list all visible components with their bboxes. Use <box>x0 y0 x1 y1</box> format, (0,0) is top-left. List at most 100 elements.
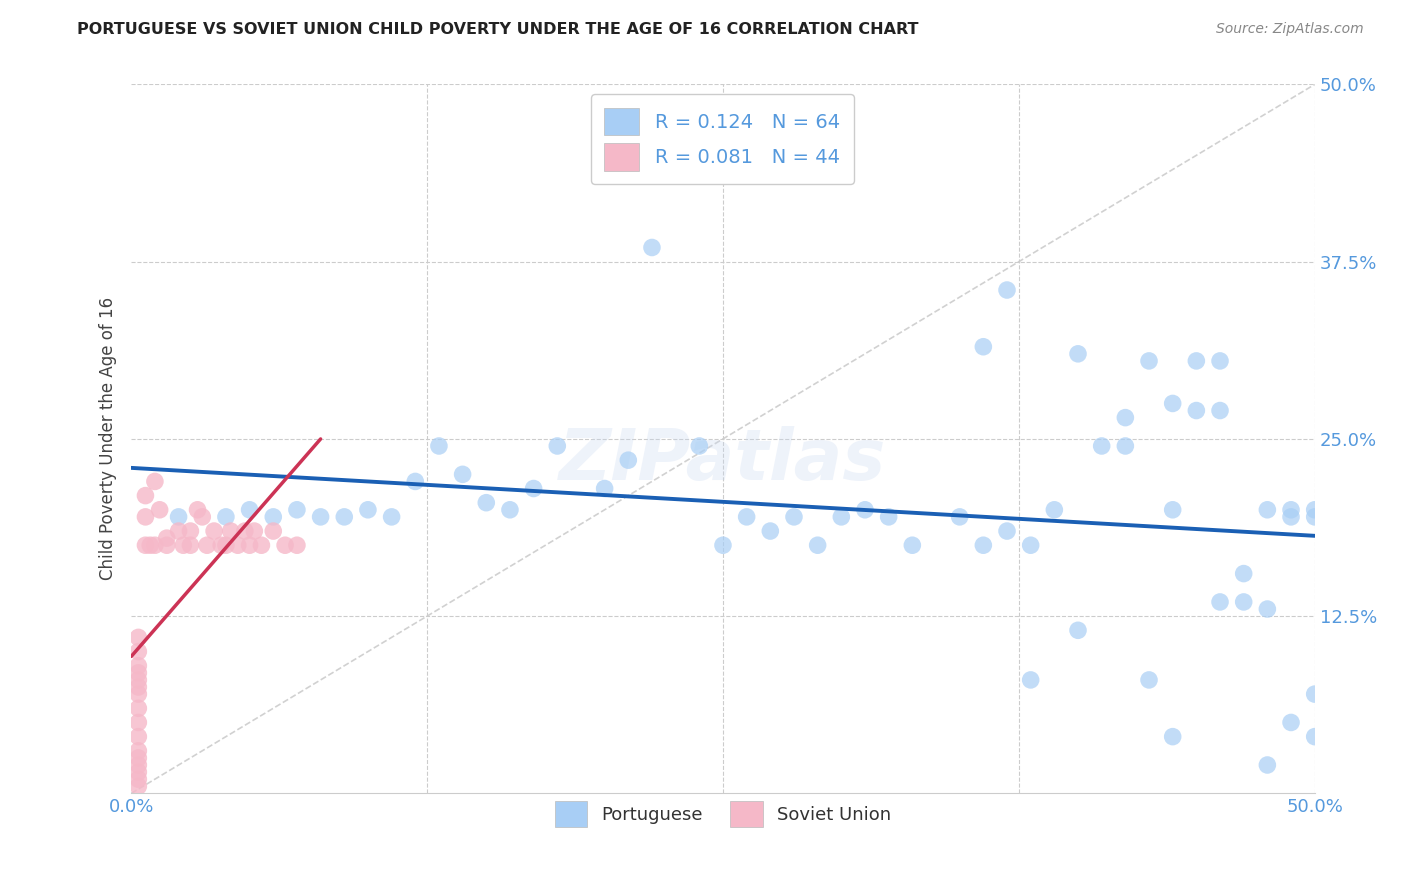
Point <box>1185 354 1208 368</box>
Point <box>1185 403 1208 417</box>
Point <box>127 701 149 715</box>
Point <box>156 538 179 552</box>
Point <box>1303 503 1326 517</box>
Point <box>127 631 149 645</box>
Point <box>1279 509 1302 524</box>
Point <box>1303 687 1326 701</box>
Point <box>127 751 149 765</box>
Point <box>688 439 710 453</box>
Point <box>127 758 149 772</box>
Point <box>172 538 194 552</box>
Point <box>427 439 450 453</box>
Point <box>186 503 208 517</box>
Point <box>1019 673 1042 687</box>
Point <box>1279 715 1302 730</box>
Text: PORTUGUESE VS SOVIET UNION CHILD POVERTY UNDER THE AGE OF 16 CORRELATION CHART: PORTUGUESE VS SOVIET UNION CHILD POVERTY… <box>77 22 920 37</box>
Point <box>226 538 249 552</box>
Point <box>853 503 876 517</box>
Point <box>127 765 149 780</box>
Point <box>143 538 166 552</box>
Point <box>143 475 166 489</box>
Point <box>593 482 616 496</box>
Point <box>807 538 830 552</box>
Point <box>404 475 426 489</box>
Point <box>127 658 149 673</box>
Point <box>243 524 266 538</box>
Point <box>995 283 1018 297</box>
Point <box>1209 595 1232 609</box>
Point <box>167 509 190 524</box>
Point <box>1303 509 1326 524</box>
Point <box>1019 538 1042 552</box>
Point <box>239 538 262 552</box>
Point <box>250 538 273 552</box>
Point <box>134 538 156 552</box>
Point <box>209 538 232 552</box>
Point <box>995 524 1018 538</box>
Point <box>1256 758 1278 772</box>
Point <box>127 680 149 694</box>
Point <box>274 538 297 552</box>
Point <box>134 489 156 503</box>
Point <box>1114 439 1136 453</box>
Point <box>641 240 664 254</box>
Point <box>1161 503 1184 517</box>
Point <box>1256 602 1278 616</box>
Point <box>1233 595 1256 609</box>
Point <box>451 467 474 482</box>
Point <box>149 503 172 517</box>
Point <box>901 538 924 552</box>
Point <box>191 509 214 524</box>
Point <box>381 509 404 524</box>
Text: ZIPatlas: ZIPatlas <box>560 425 887 495</box>
Point <box>617 453 640 467</box>
Point <box>1233 566 1256 581</box>
Point <box>877 509 900 524</box>
Point <box>1137 354 1160 368</box>
Point <box>262 524 284 538</box>
Point <box>1067 347 1090 361</box>
Point <box>1279 503 1302 517</box>
Point <box>127 665 149 680</box>
Point <box>1161 396 1184 410</box>
Point <box>1091 439 1114 453</box>
Point <box>195 538 218 552</box>
Y-axis label: Child Poverty Under the Age of 16: Child Poverty Under the Age of 16 <box>100 297 117 581</box>
Point <box>127 644 149 658</box>
Point <box>783 509 806 524</box>
Point <box>1161 730 1184 744</box>
Point <box>219 524 242 538</box>
Point <box>285 503 308 517</box>
Point <box>139 538 162 552</box>
Point <box>1209 403 1232 417</box>
Point <box>215 538 238 552</box>
Point <box>523 482 546 496</box>
Point <box>202 524 225 538</box>
Point <box>127 744 149 758</box>
Point <box>1209 354 1232 368</box>
Point <box>949 509 972 524</box>
Point <box>262 509 284 524</box>
Point <box>127 772 149 787</box>
Point <box>333 509 356 524</box>
Point <box>499 503 522 517</box>
Point <box>1067 624 1090 638</box>
Point <box>156 531 179 545</box>
Point <box>215 509 238 524</box>
Point <box>972 340 994 354</box>
Point <box>134 509 156 524</box>
Legend: Portuguese, Soviet Union: Portuguese, Soviet Union <box>547 794 898 834</box>
Point <box>759 524 782 538</box>
Point <box>309 509 332 524</box>
Point <box>711 538 734 552</box>
Point <box>127 715 149 730</box>
Text: Source: ZipAtlas.com: Source: ZipAtlas.com <box>1216 22 1364 37</box>
Point <box>1256 503 1278 517</box>
Point <box>546 439 568 453</box>
Point <box>127 673 149 687</box>
Point <box>167 524 190 538</box>
Point <box>735 509 758 524</box>
Point <box>285 538 308 552</box>
Point <box>1043 503 1066 517</box>
Point <box>239 503 262 517</box>
